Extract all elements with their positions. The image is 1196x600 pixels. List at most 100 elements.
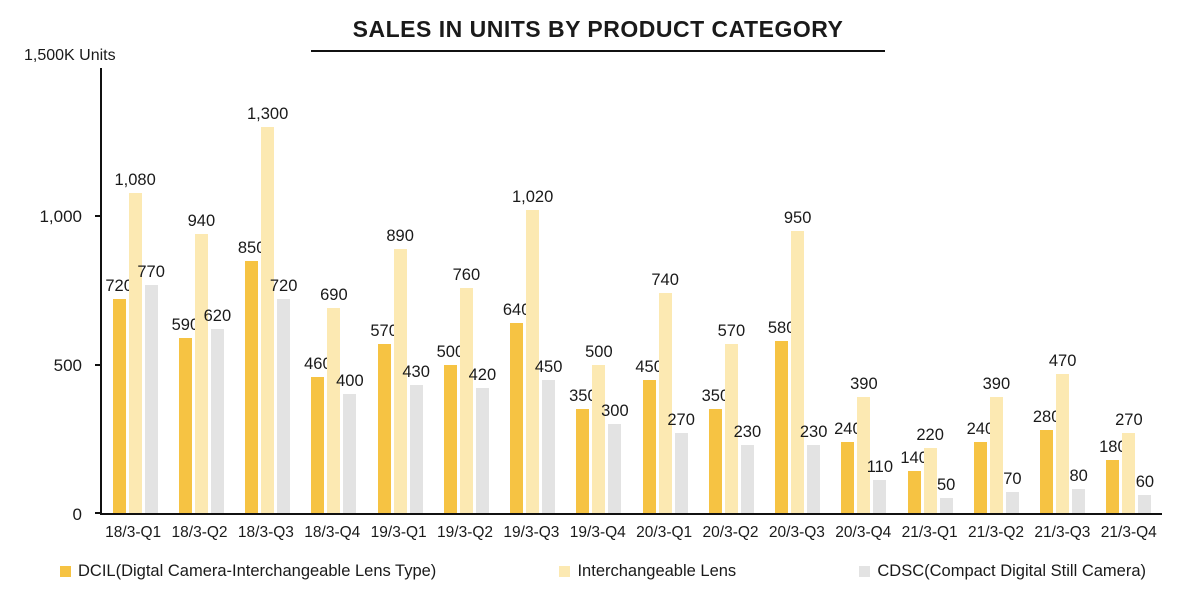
x-axis-category-labels: 18/3-Q1 18/3-Q2 18/3-Q3 18/3-Q4 19/3-Q1 19/3-… bbox=[100, 524, 1162, 542]
value-label-dcil-20/3-Q1: 450 bbox=[635, 357, 663, 376]
y-tick-mark-0 bbox=[95, 512, 102, 514]
legend-label-dcil: DCIL(Digtal Camera-Interchangeable Lens … bbox=[78, 562, 437, 580]
bar-dcil-20/3-Q3: 580 bbox=[768, 319, 795, 513]
value-label-dcil-19/3-Q1: 570 bbox=[370, 321, 398, 340]
legend-label-interchangeable-lens: Interchangeable Lens bbox=[577, 562, 737, 580]
bar-interchangeable-lens-21/3-Q1: 220 bbox=[916, 426, 944, 513]
bar-interchangeable-lens-20/3-Q4: 390 bbox=[850, 375, 878, 513]
bar-cdsc-18/3-Q3: 720 bbox=[270, 277, 297, 513]
bar-interchangeable-lens-20/3-Q1: 740 bbox=[651, 271, 679, 513]
chart-title-text: SALES IN UNITS BY PRODUCT CATEGORY bbox=[310, 16, 886, 52]
legend: DCIL(Digtal Camera-Interchangeable Lens … bbox=[60, 562, 1146, 581]
bar-groups: 720 1,080 770 590 940 620 850 1,300 720 460 690 400… bbox=[102, 68, 1162, 513]
bar-interchangeable-lens-18/3-Q3: 1,300 bbox=[247, 105, 288, 513]
y-tick-mark-500 bbox=[95, 363, 102, 366]
bar-cdsc-18/3-Q1: 770 bbox=[137, 263, 165, 513]
bar-group-21/3-Q4: 180 270 60 bbox=[1096, 68, 1162, 513]
category-label-21/3-Q3: 21/3-Q3 bbox=[1034, 524, 1091, 541]
bar-group-18/3-Q1: 720 1,080 770 bbox=[102, 68, 168, 513]
bar-dcil-21/3-Q4: 180 bbox=[1099, 438, 1127, 513]
value-label-interchangeable-lens-19/3-Q2: 760 bbox=[452, 265, 481, 284]
value-label-dcil-21/3-Q4: 180 bbox=[1099, 437, 1127, 456]
value-label-cdsc-19/3-Q1: 430 bbox=[402, 363, 430, 382]
bar-group-19/3-Q4: 350 500 300 bbox=[566, 68, 632, 513]
value-label-dcil-19/3-Q2: 500 bbox=[436, 342, 465, 361]
legend-item-dcil: DCIL(Digtal Camera-Interchangeable Lens … bbox=[60, 562, 436, 581]
bar-group-19/3-Q3: 640 1,020 450 bbox=[500, 68, 566, 513]
bar-dcil-20/3-Q2: 350 bbox=[702, 387, 729, 513]
legend-label-cdsc: CDSC(Compact Digital Still Camera) bbox=[877, 562, 1146, 580]
bar-dcil-19/3-Q1: 570 bbox=[370, 322, 398, 513]
bar-cdsc-19/3-Q3: 450 bbox=[535, 358, 562, 513]
category-label-18/3-Q1: 18/3-Q1 bbox=[105, 524, 162, 541]
value-label-dcil-19/3-Q4: 350 bbox=[569, 387, 597, 406]
bar-dcil-18/3-Q4: 460 bbox=[304, 355, 332, 513]
bar-interchangeable-lens-21/3-Q4: 270 bbox=[1115, 411, 1143, 513]
bar-dcil-19/3-Q2: 500 bbox=[437, 343, 464, 513]
value-label-interchangeable-lens-19/3-Q3: 1,020 bbox=[511, 188, 554, 207]
bar-group-21/3-Q1: 140 220 50 bbox=[897, 68, 963, 513]
bar-dcil-21/3-Q3: 280 bbox=[1033, 408, 1060, 513]
bar-cdsc-19/3-Q2: 420 bbox=[469, 366, 496, 513]
bar-cdsc-18/3-Q2: 620 bbox=[204, 307, 231, 513]
legend-item-cdsc: CDSC(Compact Digital Still Camera) bbox=[859, 562, 1146, 581]
value-label-dcil-18/3-Q4: 460 bbox=[304, 354, 332, 373]
value-label-cdsc-18/3-Q2: 620 bbox=[203, 307, 232, 326]
value-label-interchangeable-lens-21/3-Q2: 390 bbox=[982, 375, 1011, 394]
bar-group-20/3-Q2: 350 570 230 bbox=[698, 68, 764, 513]
value-label-interchangeable-lens-20/3-Q1: 740 bbox=[651, 271, 679, 290]
value-label-dcil-20/3-Q3: 580 bbox=[767, 318, 796, 337]
value-label-dcil-21/3-Q3: 280 bbox=[1032, 407, 1061, 426]
category-label-21/3-Q4: 21/3-Q4 bbox=[1100, 524, 1157, 541]
legend-swatch-dcil bbox=[60, 566, 71, 577]
category-label-19/3-Q1: 19/3-Q1 bbox=[370, 524, 427, 541]
bar-cdsc-20/3-Q1: 270 bbox=[667, 411, 695, 513]
value-label-cdsc-18/3-Q1: 770 bbox=[137, 262, 165, 281]
value-label-interchangeable-lens-18/3-Q2: 940 bbox=[187, 212, 216, 231]
bar-interchangeable-lens-19/3-Q4: 500 bbox=[585, 343, 613, 513]
y-axis-unit-label: 1,500K Units bbox=[24, 47, 116, 64]
bar-dcil-19/3-Q3: 640 bbox=[503, 301, 530, 513]
y-tick-label-500: 500 bbox=[53, 356, 82, 376]
value-label-dcil-21/3-Q2: 240 bbox=[966, 419, 995, 438]
category-label-21/3-Q2: 21/3-Q2 bbox=[968, 524, 1025, 541]
bar-interchangeable-lens-18/3-Q2: 940 bbox=[188, 212, 215, 513]
value-label-cdsc-19/3-Q2: 420 bbox=[468, 366, 497, 385]
category-label-20/3-Q3: 20/3-Q3 bbox=[768, 524, 825, 541]
value-label-interchangeable-lens-20/3-Q2: 570 bbox=[717, 321, 746, 340]
bar-cdsc-19/3-Q4: 300 bbox=[601, 402, 629, 513]
value-label-dcil-19/3-Q3: 640 bbox=[502, 301, 531, 320]
value-label-interchangeable-lens-19/3-Q1: 890 bbox=[386, 226, 414, 245]
bar-group-20/3-Q1: 450 740 270 bbox=[632, 68, 698, 513]
value-label-dcil-18/3-Q1: 720 bbox=[105, 277, 133, 296]
bar-cdsc-20/3-Q2: 230 bbox=[734, 423, 761, 513]
bar-cdsc-18/3-Q4: 400 bbox=[336, 372, 364, 513]
bar-dcil-20/3-Q4: 240 bbox=[834, 420, 862, 513]
value-label-dcil-18/3-Q3: 850 bbox=[237, 238, 266, 257]
bar-cdsc-21/3-Q1: 50 bbox=[937, 476, 955, 513]
category-label-19/3-Q4: 19/3-Q4 bbox=[569, 524, 626, 541]
category-label-21/3-Q1: 21/3-Q1 bbox=[901, 524, 958, 541]
bar-dcil-20/3-Q1: 450 bbox=[635, 358, 663, 513]
value-label-dcil-18/3-Q2: 590 bbox=[171, 315, 200, 334]
bar-dcil-18/3-Q3: 850 bbox=[238, 239, 265, 513]
bar-cdsc-21/3-Q4: 60 bbox=[1136, 473, 1154, 513]
bar-cdsc-20/3-Q4: 110 bbox=[867, 458, 893, 513]
category-label-19/3-Q3: 19/3-Q3 bbox=[503, 524, 560, 541]
bar-cdsc-21/3-Q3: 80 bbox=[1069, 467, 1088, 513]
legend-swatch-cdsc bbox=[859, 566, 871, 577]
value-label-interchangeable-lens-21/3-Q3: 470 bbox=[1048, 351, 1077, 370]
category-label-20/3-Q1: 20/3-Q1 bbox=[636, 524, 693, 541]
bar-interchangeable-lens-21/3-Q3: 470 bbox=[1049, 352, 1076, 513]
value-label-interchangeable-lens-18/3-Q3: 1,300 bbox=[246, 105, 289, 124]
value-label-cdsc-21/3-Q2: 70 bbox=[1003, 470, 1022, 489]
bar-dcil-19/3-Q4: 350 bbox=[569, 387, 597, 513]
bar-interchangeable-lens-19/3-Q2: 760 bbox=[453, 266, 480, 513]
category-label-18/3-Q3: 18/3-Q3 bbox=[237, 524, 294, 541]
bar-interchangeable-lens-19/3-Q3: 1,020 bbox=[512, 188, 553, 513]
value-label-interchangeable-lens-19/3-Q4: 500 bbox=[585, 342, 613, 361]
bar-interchangeable-lens-20/3-Q3: 950 bbox=[784, 209, 811, 513]
y-axis-tick-labels: 0 500 1,000 bbox=[16, 68, 90, 524]
bar-group-18/3-Q4: 460 690 400 bbox=[301, 68, 367, 513]
bar-group-20/3-Q3: 580 950 230 bbox=[765, 68, 831, 513]
